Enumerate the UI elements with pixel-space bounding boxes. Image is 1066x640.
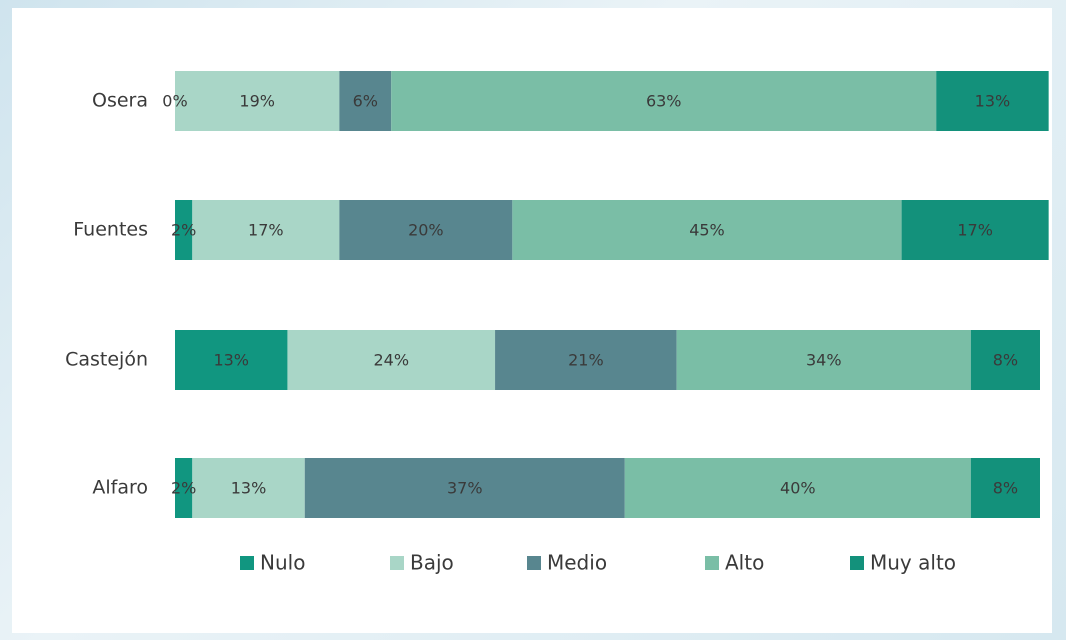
data-label: 6% bbox=[353, 92, 378, 111]
bar-segment bbox=[192, 458, 305, 518]
bar-segment bbox=[339, 200, 513, 260]
legend-swatch bbox=[705, 556, 719, 570]
legend-swatch bbox=[240, 556, 254, 570]
bar-segment bbox=[512, 200, 902, 260]
y-tick-label: Alfaro bbox=[92, 477, 148, 499]
legend-label: Muy alto bbox=[870, 551, 956, 575]
data-label: 13% bbox=[231, 479, 267, 498]
data-label: 17% bbox=[248, 221, 284, 240]
legend-swatch bbox=[850, 556, 864, 570]
data-label: 2% bbox=[171, 221, 196, 240]
bar-segment bbox=[901, 200, 1049, 260]
data-label: 24% bbox=[373, 351, 409, 370]
data-label: 45% bbox=[689, 221, 725, 240]
data-label: 40% bbox=[780, 479, 816, 498]
data-label: 63% bbox=[646, 92, 682, 111]
data-label: 37% bbox=[447, 479, 483, 498]
bar-segment bbox=[624, 458, 971, 518]
bar-segment bbox=[391, 71, 937, 131]
legend-swatch bbox=[527, 556, 541, 570]
data-label: 8% bbox=[993, 351, 1018, 370]
legend-label: Alto bbox=[725, 551, 764, 575]
data-label: 17% bbox=[957, 221, 993, 240]
data-label: 34% bbox=[806, 351, 842, 370]
bar-segment bbox=[970, 330, 1040, 390]
y-tick-label: Osera bbox=[92, 90, 148, 112]
bar-segment bbox=[676, 330, 971, 390]
bar-segment bbox=[192, 200, 340, 260]
data-label: 21% bbox=[568, 351, 604, 370]
data-label: 13% bbox=[213, 351, 249, 370]
bar-segment bbox=[287, 330, 496, 390]
bar-segment bbox=[936, 71, 1049, 131]
bar-segment bbox=[175, 330, 288, 390]
legend-label: Bajo bbox=[410, 551, 454, 575]
bar-segment bbox=[175, 458, 193, 518]
y-tick-label: Fuentes bbox=[73, 219, 148, 241]
data-label: 13% bbox=[975, 92, 1011, 111]
bar-segment bbox=[175, 71, 340, 131]
data-label: 0% bbox=[162, 92, 187, 111]
data-label: 19% bbox=[239, 92, 275, 111]
data-label: 20% bbox=[408, 221, 444, 240]
data-label: 8% bbox=[993, 479, 1018, 498]
bar-segment bbox=[175, 200, 193, 260]
bar-segment bbox=[304, 458, 625, 518]
bar-segment bbox=[495, 330, 677, 390]
legend-swatch bbox=[390, 556, 404, 570]
data-label: 2% bbox=[171, 479, 196, 498]
bar-segment bbox=[970, 458, 1040, 518]
legend-label: Medio bbox=[547, 551, 607, 575]
legend-label: Nulo bbox=[260, 551, 305, 575]
bar-segment bbox=[339, 71, 392, 131]
y-tick-label: Castejón bbox=[65, 349, 148, 371]
